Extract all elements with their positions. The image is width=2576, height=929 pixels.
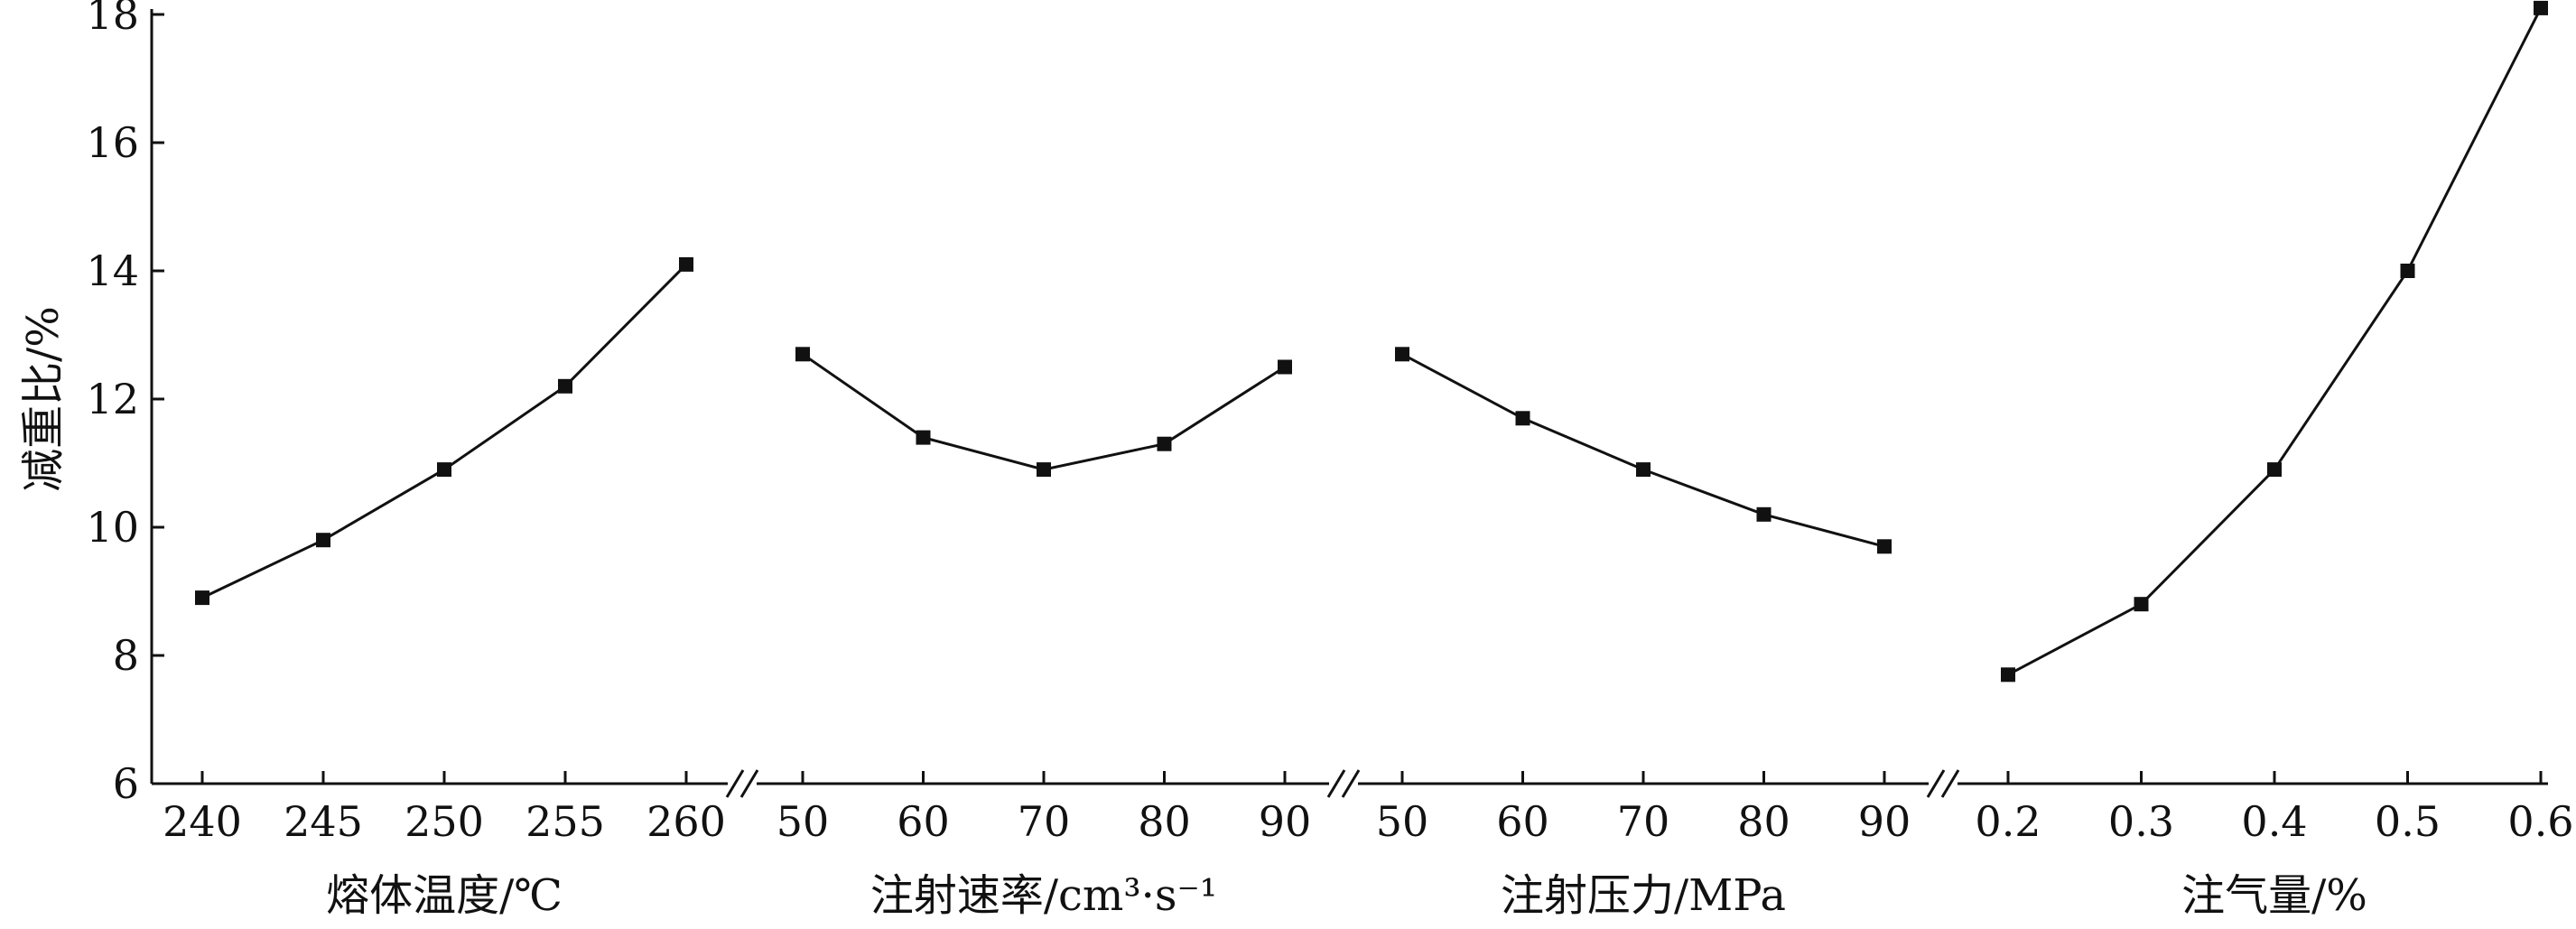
y-axis-title: 减重比/%	[18, 306, 69, 492]
x-tick-label: 260	[646, 797, 726, 846]
series-line	[1401, 352, 1885, 548]
x-tick-label: 50	[1376, 797, 1429, 846]
data-point	[2267, 462, 2282, 478]
data-point	[1278, 359, 1292, 375]
series-line	[2007, 7, 2543, 676]
series-line	[201, 263, 688, 599]
data-point	[1395, 347, 1409, 362]
x-tick-label: 90	[1858, 797, 1911, 846]
data-point	[1515, 411, 1530, 426]
data-point	[2134, 597, 2149, 612]
data-point	[679, 256, 693, 272]
x-tick-label: 50	[777, 797, 830, 846]
y-tick-label: 18	[86, 0, 139, 39]
x-axis-title: 注射速率/cm³·s⁻¹	[870, 870, 1217, 921]
y-tick-label: 16	[86, 118, 139, 167]
x-tick-label: 80	[1138, 797, 1191, 846]
x-tick-label: 255	[525, 797, 605, 846]
x-tick-label: 0.4	[2241, 797, 2307, 846]
axis-break-mark	[1326, 769, 1346, 798]
series-layer	[195, 0, 2548, 683]
x-axis-title: 注气量/%	[2181, 870, 2367, 921]
data-point	[316, 533, 330, 548]
x-tick-label: 250	[405, 797, 484, 846]
series-line	[802, 353, 1286, 471]
data-point	[916, 430, 931, 445]
y-tick-label: 8	[113, 631, 139, 680]
x-tick-label: 0.3	[2108, 797, 2174, 846]
x-tick-label: 90	[1259, 797, 1312, 846]
data-point	[195, 590, 209, 606]
data-point	[1877, 539, 1892, 554]
x-tick-label: 245	[284, 797, 363, 846]
data-point	[558, 378, 572, 394]
data-point	[1157, 436, 1172, 451]
data-point	[795, 347, 810, 362]
x-tick-label: 60	[897, 797, 950, 846]
data-point	[1636, 462, 1651, 478]
y-tick-label: 14	[86, 246, 139, 295]
data-point	[1037, 462, 1051, 478]
axis-break-mark	[725, 769, 745, 798]
x-tick-label: 0.2	[1975, 797, 2041, 846]
axes-layer	[150, 9, 2548, 798]
x-axis-title: 注射压力/MPa	[1501, 870, 1786, 921]
x-tick-label: 80	[1737, 797, 1790, 846]
x-tick-label: 60	[1496, 797, 1549, 846]
x-tick-label: 70	[1617, 797, 1670, 846]
x-tick-label: 0.6	[2507, 797, 2573, 846]
x-tick-label: 0.5	[2375, 797, 2441, 846]
axis-break-mark	[1926, 769, 1946, 798]
data-point	[2001, 667, 2015, 683]
x-axis-title: 熔体温度/℃	[326, 870, 563, 921]
data-point	[1756, 506, 1772, 522]
axis-break-mark	[739, 769, 759, 798]
data-point	[2534, 0, 2548, 15]
label-layer: 6 8 10 12 14 16 18 240 245 250 255 260 熔体温度/℃ 50 60 70 8…	[86, 0, 2573, 921]
axis-break-mark	[1940, 769, 1960, 798]
y-tick-label: 10	[86, 503, 139, 552]
y-tick-label: 6	[113, 759, 139, 808]
y-tick-label: 12	[86, 375, 139, 423]
x-tick-label: 70	[1018, 797, 1071, 846]
data-point	[2400, 264, 2415, 278]
data-point	[437, 462, 451, 478]
x-tick-label: 240	[163, 797, 242, 846]
axis-break-mark	[1341, 769, 1361, 798]
